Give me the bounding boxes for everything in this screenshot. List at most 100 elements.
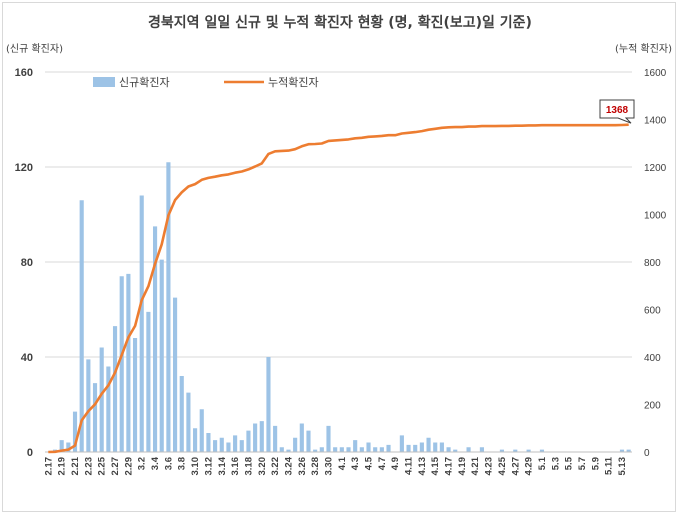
legend-label-line: 누적확진자 [268, 76, 319, 89]
left-y-tick-label: 40 [21, 352, 33, 364]
right-axis-label: (누적 확진자) [615, 43, 672, 55]
x-tick-label: 3.4 [150, 456, 161, 470]
callout-box [599, 99, 635, 124]
bar [266, 357, 271, 452]
x-tick-label: 2.25 [97, 456, 108, 475]
x-tick-label: 2.17 [43, 457, 54, 476]
bar [92, 383, 98, 452]
x-tick-label: 4.27 [510, 457, 521, 476]
bar [313, 449, 318, 452]
x-tick-label: 3.28 [310, 457, 321, 476]
bar [366, 442, 371, 452]
bar [399, 435, 404, 452]
bar [626, 449, 631, 452]
bar [166, 162, 171, 452]
chart-frame [2, 2, 676, 512]
left-y-tick-label: 160 [15, 67, 33, 79]
bar [106, 366, 111, 452]
x-tick-label: 5.11 [604, 456, 615, 475]
bar [126, 273, 131, 452]
left-y-tick-label: 120 [15, 162, 33, 174]
bar [233, 435, 238, 452]
x-tick-label: 4.1 [337, 456, 348, 470]
x-tick-label: 5.3 [550, 457, 561, 470]
right-y-tick-label: 600 [644, 306, 661, 317]
x-tick-label: 5.13 [617, 457, 628, 476]
callout-value: 1368 [606, 105, 629, 116]
bar [299, 423, 304, 452]
bar [173, 297, 178, 452]
x-tick-label: 3.24 [283, 456, 294, 475]
annotation-callout: 1368 [599, 99, 635, 124]
chart-title: 경북지역 일일 신규 및 누적 확진자 현황 (명, 확진(보고)일 기준) [148, 14, 532, 31]
x-tick-label: 4.15 [430, 456, 441, 475]
bar [499, 449, 504, 452]
bar [419, 442, 424, 452]
left-y-tick-label: 0 [27, 447, 33, 459]
bar [273, 425, 278, 452]
legend: 신규확진자 누적확진자 [93, 76, 319, 89]
x-tick-label: 3.2 [137, 457, 148, 470]
bar [253, 423, 258, 452]
bar [199, 409, 204, 452]
x-tick-label: 2.21 [70, 456, 81, 475]
x-tick-label: 3.6 [163, 457, 174, 470]
bar [293, 437, 298, 452]
bar [146, 311, 151, 452]
left-axis-label: (신규 확진자) [6, 43, 63, 55]
x-tick-label: 4.9 [390, 457, 401, 470]
x-tick-label: 2.23 [83, 457, 94, 476]
x-tick-label: 2.19 [57, 457, 68, 476]
x-tick-label: 4.21 [470, 456, 481, 475]
x-tick-label: 4.3 [350, 457, 361, 470]
bar [139, 195, 144, 452]
x-tick-label: 4.25 [497, 456, 508, 475]
x-tick-label: 3.16 [230, 457, 241, 476]
bar [406, 444, 411, 452]
bar [466, 447, 471, 452]
legend-swatch-bar [93, 77, 115, 87]
bar [539, 449, 545, 452]
bar [159, 259, 164, 452]
x-tick-label: 5.7 [577, 457, 588, 470]
bar [79, 200, 84, 452]
bar [306, 430, 311, 452]
x-ticks: 2.17 2.19 2.21 2.23 2.25 2.27 2.29 3.2 3.4 3.6 3.8… [43, 456, 628, 475]
right-y-tick-label: 1000 [644, 211, 667, 222]
x-tick-label: 4.19 [457, 457, 468, 476]
x-tick-label: 3.12 [203, 457, 214, 476]
bar [59, 440, 64, 452]
bar [279, 447, 284, 452]
bar [413, 444, 418, 452]
gridlines [45, 71, 632, 358]
right-y-tick-label: 1400 [644, 116, 667, 127]
bar [339, 447, 344, 452]
x-tick-label: 4.5 [364, 456, 375, 470]
bar [119, 276, 124, 452]
bar [526, 449, 531, 452]
bar [439, 442, 444, 452]
bar [239, 440, 244, 452]
right-y-tick-label: 1600 [644, 68, 667, 79]
right-y-tick-label: 1200 [644, 163, 667, 174]
x-tick-label: 3.14 [217, 456, 228, 475]
x-tick-label: 4.7 [377, 457, 388, 470]
right-y-tick-label: 800 [644, 258, 661, 269]
bar [179, 376, 184, 452]
x-tick-label: 5.1 [537, 456, 548, 470]
bar [72, 411, 78, 452]
bar [112, 326, 118, 452]
x-tick-label: 3.26 [297, 457, 308, 476]
bar [373, 447, 378, 452]
x-tick-label: 3.20 [257, 457, 268, 476]
x-tick-label: 4.23 [484, 457, 495, 476]
x-tick-label: 2.27 [110, 457, 121, 476]
x-tick-label: 4.11 [404, 456, 415, 475]
x-tick-label: 3.22 [270, 457, 281, 476]
right-y-tick-label: 200 [644, 401, 661, 412]
bar [619, 449, 625, 452]
right-y-tick-label: 0 [644, 448, 650, 459]
bar [66, 442, 71, 452]
bar [193, 428, 198, 452]
